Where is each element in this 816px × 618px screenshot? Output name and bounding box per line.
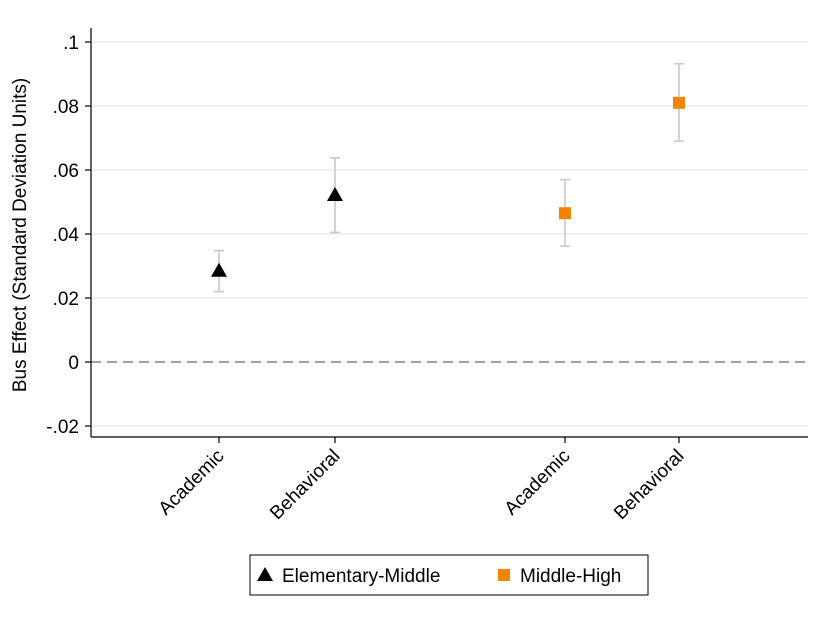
y-tick-label: .1 — [63, 33, 79, 54]
y-tick-label: .06 — [53, 161, 79, 182]
y-tick-labels: .1 .08 .06 .04 .02 0 -.02 — [46, 33, 79, 438]
data-point-triangle — [327, 186, 343, 201]
y-axis-title: Bus Effect (Standard Deviation Units) — [10, 78, 31, 392]
y-tick-label: .04 — [53, 225, 80, 246]
legend: Elementary-Middle Middle-High — [249, 554, 649, 596]
data-point-triangle — [211, 262, 227, 277]
legend-items: Elementary-Middle Middle-High — [257, 566, 621, 587]
legend-box — [249, 554, 649, 596]
legend-marker-triangle — [257, 567, 273, 581]
legend-marker-square — [498, 569, 510, 581]
y-tick-label: .08 — [53, 97, 79, 118]
y-tick-label: .02 — [53, 289, 79, 310]
legend-label: Middle-High — [520, 566, 621, 587]
gridlines — [91, 41, 808, 427]
data-point-square — [673, 96, 685, 109]
point-markers — [211, 96, 685, 277]
y-tick-label: -.02 — [46, 417, 79, 438]
y-tick-label: 0 — [68, 353, 79, 374]
data-point-square — [559, 207, 571, 220]
legend-label: Elementary-Middle — [282, 566, 440, 587]
axes — [85, 28, 808, 443]
